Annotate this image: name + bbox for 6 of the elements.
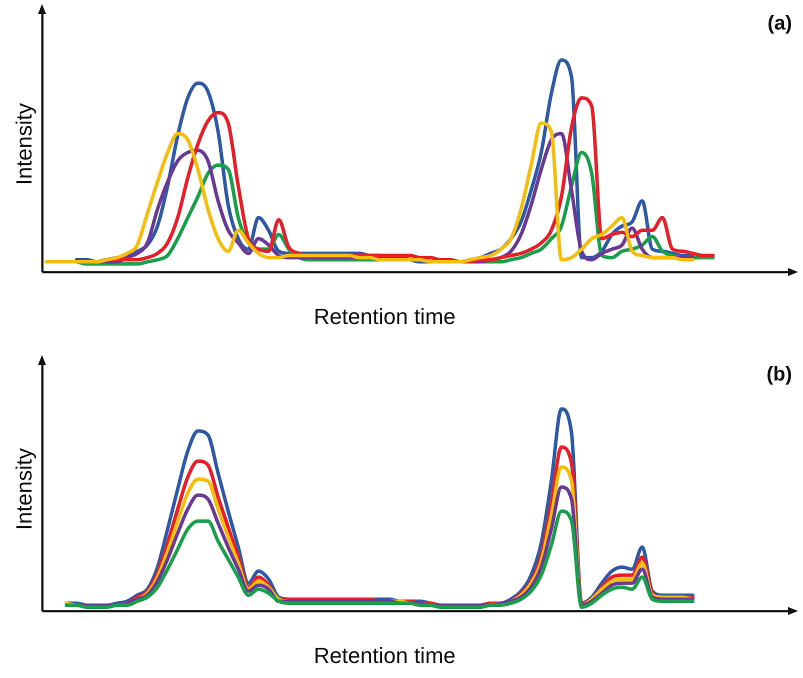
y-axis-title: Intensity — [11, 448, 36, 530]
y-axis-title: Intensity — [11, 103, 36, 186]
x-axis-title: Retention time — [314, 642, 456, 668]
text: (b) — [766, 364, 792, 386]
text: (a) — [768, 12, 792, 35]
x-axis-title: Retention time — [314, 304, 456, 329]
